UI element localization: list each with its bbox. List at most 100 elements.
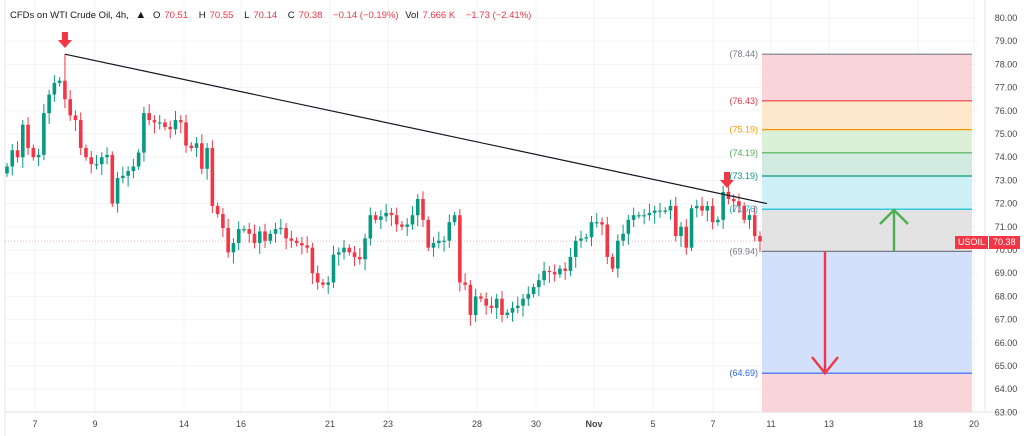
candle-bullish (268, 233, 273, 241)
candle-bearish (168, 127, 173, 130)
candle-bearish (294, 240, 299, 244)
candle-bearish (200, 143, 204, 169)
candle-bullish (142, 113, 146, 153)
candle-bullish (579, 238, 583, 241)
candle-bullish (447, 222, 452, 241)
candle-bullish (10, 150, 15, 167)
candle-bullish (663, 210, 668, 212)
candle-bearish (373, 215, 378, 220)
candle-bullish (716, 219, 720, 223)
time-tick-label: 23 (383, 419, 393, 429)
trendline (64, 53, 768, 205)
candle-bearish (610, 256, 615, 269)
fib-zone (762, 100, 972, 130)
candle-bullish (205, 147, 209, 169)
candle-bearish (247, 229, 252, 234)
time-tick-label: 20 (969, 419, 979, 429)
candle-bullish (115, 178, 120, 204)
candle-bullish (331, 254, 336, 283)
candle-bullish (521, 298, 525, 306)
candle-bearish (468, 284, 473, 315)
time-tick-label: 30 (531, 419, 541, 429)
candle-bullish (173, 120, 178, 130)
time-tick-label: 9 (92, 419, 97, 429)
candle-bullish (363, 238, 367, 260)
candle-bullish (494, 298, 499, 308)
candle-bullish (526, 294, 531, 299)
candle-bullish (647, 212, 652, 216)
price-tick-label: 70.00 (995, 245, 1018, 255)
candle-bearish (710, 205, 715, 223)
change-value: −0.14 (−0.19%) (333, 10, 399, 21)
candle-bullish (568, 256, 573, 271)
candle-bullish (721, 192, 725, 220)
symbol-title[interactable]: CFDs on WTI Crude Oil, 4h, (10, 10, 129, 21)
candle-bearish (742, 205, 747, 220)
candle-bearish (389, 212, 394, 216)
price-tag: USOIL 70.38 (955, 236, 1020, 249)
candle-bearish (547, 270, 552, 273)
time-tick-label: 7 (710, 419, 715, 429)
candle-bullish (705, 205, 710, 211)
price-tick-label: 77.00 (995, 83, 1018, 93)
candle-bearish (221, 214, 225, 228)
candle-bearish (347, 247, 352, 253)
candle-bearish (310, 247, 315, 274)
time-tick-label: 7 (32, 419, 37, 429)
candle-bearish (315, 273, 320, 283)
candle-bullish (242, 229, 246, 231)
fib-zone (762, 54, 972, 101)
price-tick-label: 71.00 (995, 222, 1018, 232)
candle-bullish (515, 305, 520, 308)
candle-bearish (321, 282, 325, 285)
volume-value: 7.666 K (422, 10, 456, 21)
candle-bullish (5, 166, 9, 174)
candle-bearish (289, 238, 294, 241)
candle-bearish (731, 198, 736, 202)
candle-bullish (99, 157, 104, 165)
time-tick-label: Nov (585, 419, 602, 429)
candle-bullish (436, 240, 441, 244)
candle-bearish (305, 245, 309, 248)
candle-bearish (484, 298, 488, 306)
price-tick-label: 67.00 (995, 315, 1018, 325)
low-value: 70.14 (253, 10, 278, 21)
candle-bearish (552, 272, 557, 275)
candle-bullish (231, 243, 236, 253)
candle-bearish (752, 215, 757, 237)
candle-bullish (405, 224, 409, 227)
candle-bullish (558, 268, 562, 275)
candle-bearish (489, 305, 494, 308)
candle-bearish (26, 124, 30, 148)
candle-bullish (326, 282, 331, 285)
candle-bullish (136, 152, 141, 167)
candle-bearish (147, 113, 151, 121)
annotations (57, 32, 909, 376)
candle-bearish (73, 115, 78, 121)
candle-bullish (194, 143, 199, 148)
candle-bullish (368, 215, 373, 239)
candle-bearish (110, 154, 115, 204)
candle-bearish (400, 224, 404, 227)
time-tick-label: 28 (472, 419, 482, 429)
fib-zone (762, 152, 972, 176)
candle-bearish (421, 198, 425, 220)
candle-bullish (415, 198, 420, 216)
candle-bearish (84, 147, 88, 158)
candle-bullish (637, 215, 641, 217)
high-value: 70.55 (209, 10, 234, 21)
fib-zone (762, 209, 972, 252)
price-tick-label: 75.00 (995, 129, 1018, 139)
candle-bullish (658, 210, 662, 212)
candle-bearish (673, 205, 678, 237)
candle-bearish (68, 99, 72, 116)
candle-bearish (31, 147, 36, 158)
candle-bearish (300, 243, 304, 246)
candle-bearish (89, 157, 94, 165)
candle-bullish (584, 237, 589, 239)
candle-bearish (184, 122, 188, 146)
fib-level-label: (64.69) (729, 368, 758, 378)
price-tick-label: 73.00 (995, 175, 1018, 185)
candle-bullish (505, 312, 510, 315)
